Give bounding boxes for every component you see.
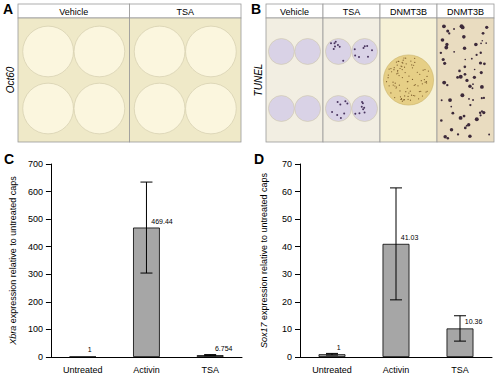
svg-text:0: 0 bbox=[287, 352, 292, 362]
svg-text:B: B bbox=[251, 1, 261, 17]
svg-text:10.36: 10.36 bbox=[465, 318, 483, 325]
svg-text:500: 500 bbox=[28, 214, 43, 224]
svg-text:10: 10 bbox=[282, 324, 292, 334]
svg-text:Untreated: Untreated bbox=[312, 365, 352, 375]
svg-text:Oct60: Oct60 bbox=[5, 66, 16, 93]
svg-text:60: 60 bbox=[282, 187, 292, 197]
svg-text:D: D bbox=[254, 151, 264, 167]
svg-text:1: 1 bbox=[337, 344, 341, 351]
svg-text:Activin: Activin bbox=[133, 365, 160, 375]
svg-text:100: 100 bbox=[28, 324, 43, 334]
svg-text:expression relative to untreat: expression relative to untreated caps bbox=[259, 172, 269, 322]
svg-text:DNMT3B: DNMT3B bbox=[447, 7, 484, 17]
svg-text:6.754: 6.754 bbox=[215, 345, 233, 352]
svg-text:DNMT3B: DNMT3B bbox=[390, 7, 427, 17]
svg-text:TSA: TSA bbox=[176, 7, 194, 17]
svg-text:Sox17: Sox17 bbox=[259, 322, 269, 349]
svg-text:TUNEL: TUNEL bbox=[253, 64, 264, 97]
svg-text:expression relative to untreat: expression relative to untreated caps bbox=[8, 176, 18, 326]
svg-text:Xbra: Xbra bbox=[8, 326, 18, 346]
svg-text:700: 700 bbox=[28, 159, 43, 169]
svg-text:41.03: 41.03 bbox=[401, 234, 419, 241]
svg-text:Activin: Activin bbox=[383, 365, 410, 375]
svg-text:40: 40 bbox=[282, 242, 292, 252]
svg-text:Vehicle: Vehicle bbox=[59, 7, 88, 17]
svg-text:300: 300 bbox=[28, 269, 43, 279]
svg-text:20: 20 bbox=[282, 297, 292, 307]
svg-text:600: 600 bbox=[28, 187, 43, 197]
svg-text:200: 200 bbox=[28, 297, 43, 307]
svg-text:30: 30 bbox=[282, 269, 292, 279]
svg-text:0: 0 bbox=[38, 352, 43, 362]
svg-text:Untreated: Untreated bbox=[63, 365, 103, 375]
svg-text:A: A bbox=[3, 1, 13, 17]
svg-text:Vehicle: Vehicle bbox=[280, 7, 309, 17]
svg-text:469.44: 469.44 bbox=[151, 218, 173, 225]
svg-text:70: 70 bbox=[282, 159, 292, 169]
svg-text:C: C bbox=[4, 151, 14, 167]
svg-text:TSA: TSA bbox=[343, 7, 361, 17]
svg-text:400: 400 bbox=[28, 242, 43, 252]
svg-text:1: 1 bbox=[88, 346, 92, 353]
svg-text:TSA: TSA bbox=[451, 365, 469, 375]
svg-text:50: 50 bbox=[282, 214, 292, 224]
svg-text:TSA: TSA bbox=[201, 365, 219, 375]
